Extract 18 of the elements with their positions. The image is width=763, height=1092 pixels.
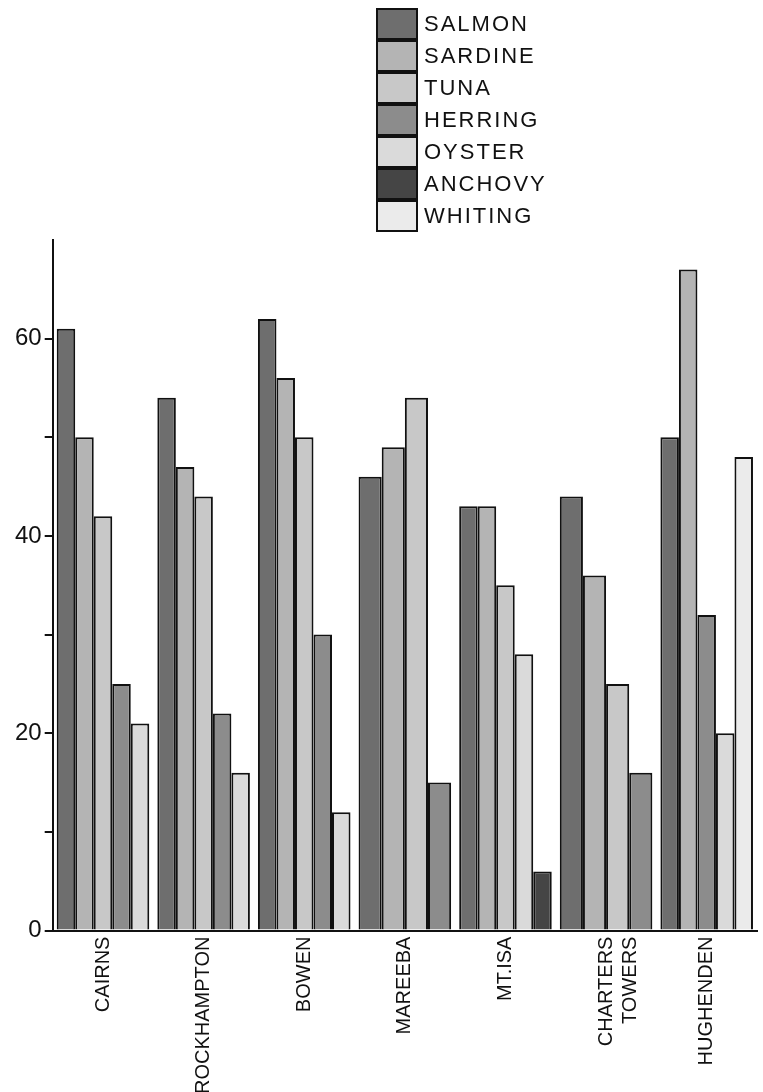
x-tick-label: CAIRNS	[90, 936, 113, 1013]
legend-label: ANCHOVY	[424, 171, 547, 197]
y-tick-label: 40	[14, 520, 42, 548]
legend-label: OYSTER	[424, 139, 527, 165]
legend-label: SALMON	[424, 11, 529, 37]
x-tick-label: BOWEN	[291, 936, 314, 1013]
legend-label: HERRING	[424, 107, 540, 133]
y-tick-label: 0	[28, 915, 42, 943]
x-tick-label: CHARTERS TOWERS	[593, 936, 640, 1047]
y-tick-label: 20	[14, 717, 42, 745]
x-tick-label: MAREEBA	[392, 935, 415, 1035]
x-tick-label: MT.ISA	[492, 935, 515, 1002]
legend-label: TUNA	[424, 75, 492, 101]
legend-label: SARDINE	[424, 43, 536, 69]
x-tick-label: HUGHENDEN	[694, 936, 717, 1066]
legend-label: WHITING	[424, 203, 534, 229]
y-tick-label: 60	[14, 323, 42, 351]
x-tick-label: ROCKHAMPTON	[191, 936, 214, 1092]
